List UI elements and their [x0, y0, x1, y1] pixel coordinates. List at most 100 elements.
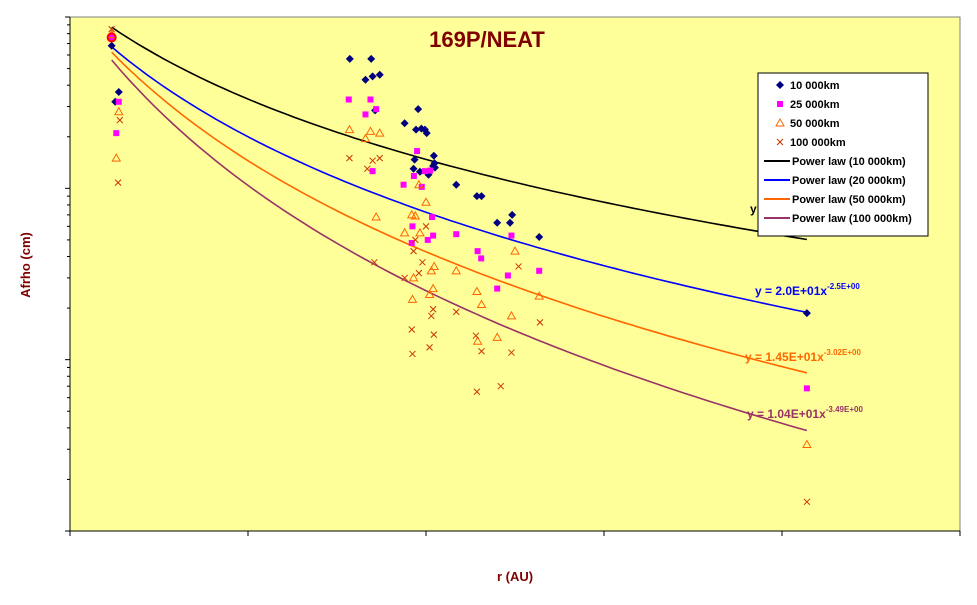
data-point: [407, 294, 418, 303]
data-point-stroke: [422, 222, 430, 230]
data-point-stroke: [515, 263, 522, 270]
data-point: [376, 154, 384, 162]
data-point: [803, 498, 811, 506]
data-point-stroke: [472, 332, 480, 340]
data-point-stroke: [409, 350, 416, 358]
data-point-stroke: [369, 157, 376, 165]
data-point: [373, 106, 380, 113]
fit-line: [111, 46, 808, 314]
data-point-stroke: [419, 258, 426, 266]
data-point-stroke: [363, 165, 371, 173]
legend-box: [757, 72, 929, 237]
data-point: [344, 124, 355, 134]
data-point-stroke: [803, 498, 811, 506]
data-point: [411, 236, 419, 244]
data-point: [430, 331, 438, 338]
fit-lines: [111, 26, 808, 432]
data-point: [414, 148, 421, 155]
data-point: [408, 239, 415, 246]
data-point: [412, 125, 421, 134]
data-point: [802, 309, 811, 318]
data-point-stroke: [401, 274, 408, 282]
data-point: [369, 157, 376, 165]
data-point: [365, 126, 376, 135]
data-point: [478, 255, 485, 262]
data-point: [426, 265, 437, 275]
data-point: [535, 232, 544, 241]
data-point: [493, 218, 502, 227]
legend-marker: [776, 81, 784, 89]
data-point: [515, 263, 522, 270]
data-point: [430, 232, 437, 239]
data-point: [409, 223, 416, 230]
data-point: [371, 258, 378, 266]
data-point: [803, 385, 810, 392]
data-point-stroke: [371, 258, 378, 266]
data-point: [422, 222, 430, 230]
data-point: [114, 179, 122, 186]
data-point: [472, 336, 483, 345]
data-point: [368, 72, 377, 81]
data-point: [802, 439, 812, 448]
data-point: [346, 154, 353, 162]
data-point-stroke: [408, 326, 416, 333]
data-point-stroke: [452, 308, 460, 316]
data-point: [114, 87, 123, 96]
data-point: [421, 197, 431, 206]
data-point-stroke: [427, 312, 435, 320]
data-point: [360, 133, 371, 143]
fit-equation-exponent: -3.02E+00: [824, 348, 862, 357]
data-point: [361, 75, 370, 84]
fit-line: [111, 26, 808, 241]
data-point: [367, 54, 376, 63]
data-point: [400, 181, 407, 188]
data-point: [400, 119, 409, 128]
data-point: [472, 332, 480, 340]
data-point: [452, 180, 461, 189]
data-point: [409, 350, 416, 358]
data-point: [453, 231, 460, 238]
data-point: [410, 247, 417, 255]
data-point: [508, 210, 517, 219]
data-point: [473, 388, 481, 396]
data-point: [536, 267, 543, 274]
data-point-stroke: [114, 179, 122, 186]
highlight-point: [106, 32, 117, 43]
data-point-stroke: [508, 349, 515, 356]
fit-equation-base: y = 1.04E+01x: [747, 407, 826, 421]
legend-label: 50 000km: [790, 118, 840, 130]
data-point: [424, 236, 431, 243]
data-point: [510, 246, 520, 255]
data-point: [345, 54, 354, 63]
fit-equation-base: y: [750, 202, 757, 216]
legend-label: 100 000km: [790, 137, 846, 149]
fit-equation-exponent: -2.5E+00: [827, 282, 860, 291]
data-point: [430, 159, 439, 168]
data-point: [116, 116, 124, 124]
data-point: [371, 212, 382, 221]
data-point-stroke: [410, 247, 417, 255]
fit-equation-base: y = 2.0E+01x: [755, 284, 827, 298]
data-point: [424, 289, 435, 299]
legend-marker: [776, 138, 784, 146]
data-point-stroke: [108, 25, 116, 33]
legend-marker: [777, 101, 783, 107]
data-point: [427, 312, 435, 320]
data-point: [428, 283, 438, 293]
axes: [65, 16, 961, 536]
data-point: [410, 210, 421, 220]
legend-label: Power law (50 000km): [792, 194, 906, 206]
data-point: [414, 105, 423, 114]
data-point: [410, 155, 419, 164]
data-point: [410, 173, 417, 180]
data-point: [429, 151, 438, 160]
fit-equation-base: y = 1.45E+01x: [745, 350, 824, 364]
data-point-stroke: [473, 388, 481, 396]
data-point: [494, 285, 501, 292]
data-point-stroke: [536, 319, 544, 326]
legend-label: Power law (10 000km): [792, 156, 906, 168]
data-point: [534, 291, 545, 300]
data-point-stroke: [376, 154, 384, 162]
data-point: [415, 269, 423, 277]
